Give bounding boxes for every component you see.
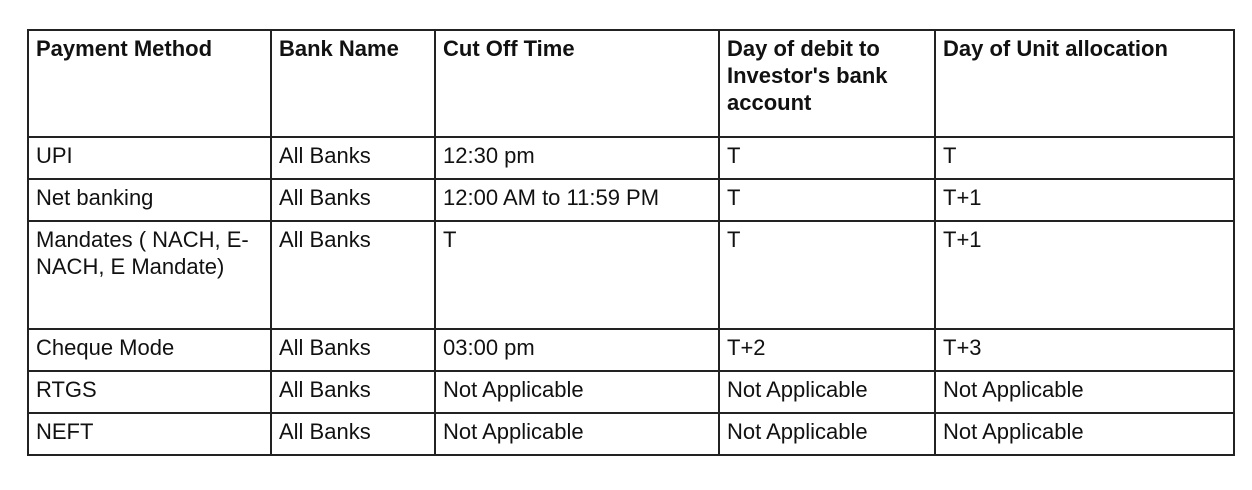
table-row: RTGS All Banks Not Applicable Not Applic…: [27, 370, 1235, 414]
cell-payment-method: UPI: [27, 136, 272, 180]
cell-day-of-debit: Not Applicable: [718, 412, 936, 456]
cell-day-of-debit: T: [718, 220, 936, 330]
cell-bank-name: All Banks: [270, 220, 436, 330]
cell-bank-name: All Banks: [270, 136, 436, 180]
cell-payment-method: NEFT: [27, 412, 272, 456]
cell-cut-off-time: 12:00 AM to 11:59 PM: [434, 178, 720, 222]
cell-payment-method: Net banking: [27, 178, 272, 222]
cell-day-of-debit: T: [718, 178, 936, 222]
table-row: Net banking All Banks 12:00 AM to 11:59 …: [27, 178, 1235, 222]
cell-day-of-debit: T: [718, 136, 936, 180]
cell-bank-name: All Banks: [270, 370, 436, 414]
cell-bank-name: All Banks: [270, 178, 436, 222]
header-bank-name: Bank Name: [270, 29, 436, 138]
cell-payment-method: Mandates ( NACH, E- NACH, E Mandate): [27, 220, 272, 330]
header-cut-off-time: Cut Off Time: [434, 29, 720, 138]
cell-day-of-debit: T+2: [718, 328, 936, 372]
cell-bank-name: All Banks: [270, 412, 436, 456]
header-payment-method: Payment Method: [27, 29, 272, 138]
table-row: Mandates ( NACH, E- NACH, E Mandate) All…: [27, 220, 1235, 330]
cell-day-of-unit-allocation: T: [934, 136, 1235, 180]
cell-cut-off-time: T: [434, 220, 720, 330]
cell-day-of-unit-allocation: T+1: [934, 220, 1235, 330]
header-day-of-debit: Day of debit to Investor's bank account: [718, 29, 936, 138]
table-row: UPI All Banks 12:30 pm T T: [27, 136, 1235, 180]
table-row: NEFT All Banks Not Applicable Not Applic…: [27, 412, 1235, 456]
cell-cut-off-time: 12:30 pm: [434, 136, 720, 180]
cell-cut-off-time: 03:00 pm: [434, 328, 720, 372]
header-row: Payment Method Bank Name Cut Off Time Da…: [27, 29, 1235, 138]
cell-day-of-unit-allocation: T+1: [934, 178, 1235, 222]
cell-day-of-unit-allocation: Not Applicable: [934, 412, 1235, 456]
cell-day-of-unit-allocation: Not Applicable: [934, 370, 1235, 414]
cell-bank-name: All Banks: [270, 328, 436, 372]
cell-cut-off-time: Not Applicable: [434, 412, 720, 456]
payment-methods-table: Payment Method Bank Name Cut Off Time Da…: [27, 29, 1235, 456]
table-row: Cheque Mode All Banks 03:00 pm T+2 T+3: [27, 328, 1235, 372]
cell-cut-off-time: Not Applicable: [434, 370, 720, 414]
cell-payment-method: RTGS: [27, 370, 272, 414]
cell-payment-method: Cheque Mode: [27, 328, 272, 372]
cell-day-of-unit-allocation: T+3: [934, 328, 1235, 372]
header-day-of-unit-allocation: Day of Unit allocation: [934, 29, 1235, 138]
cell-day-of-debit: Not Applicable: [718, 370, 936, 414]
